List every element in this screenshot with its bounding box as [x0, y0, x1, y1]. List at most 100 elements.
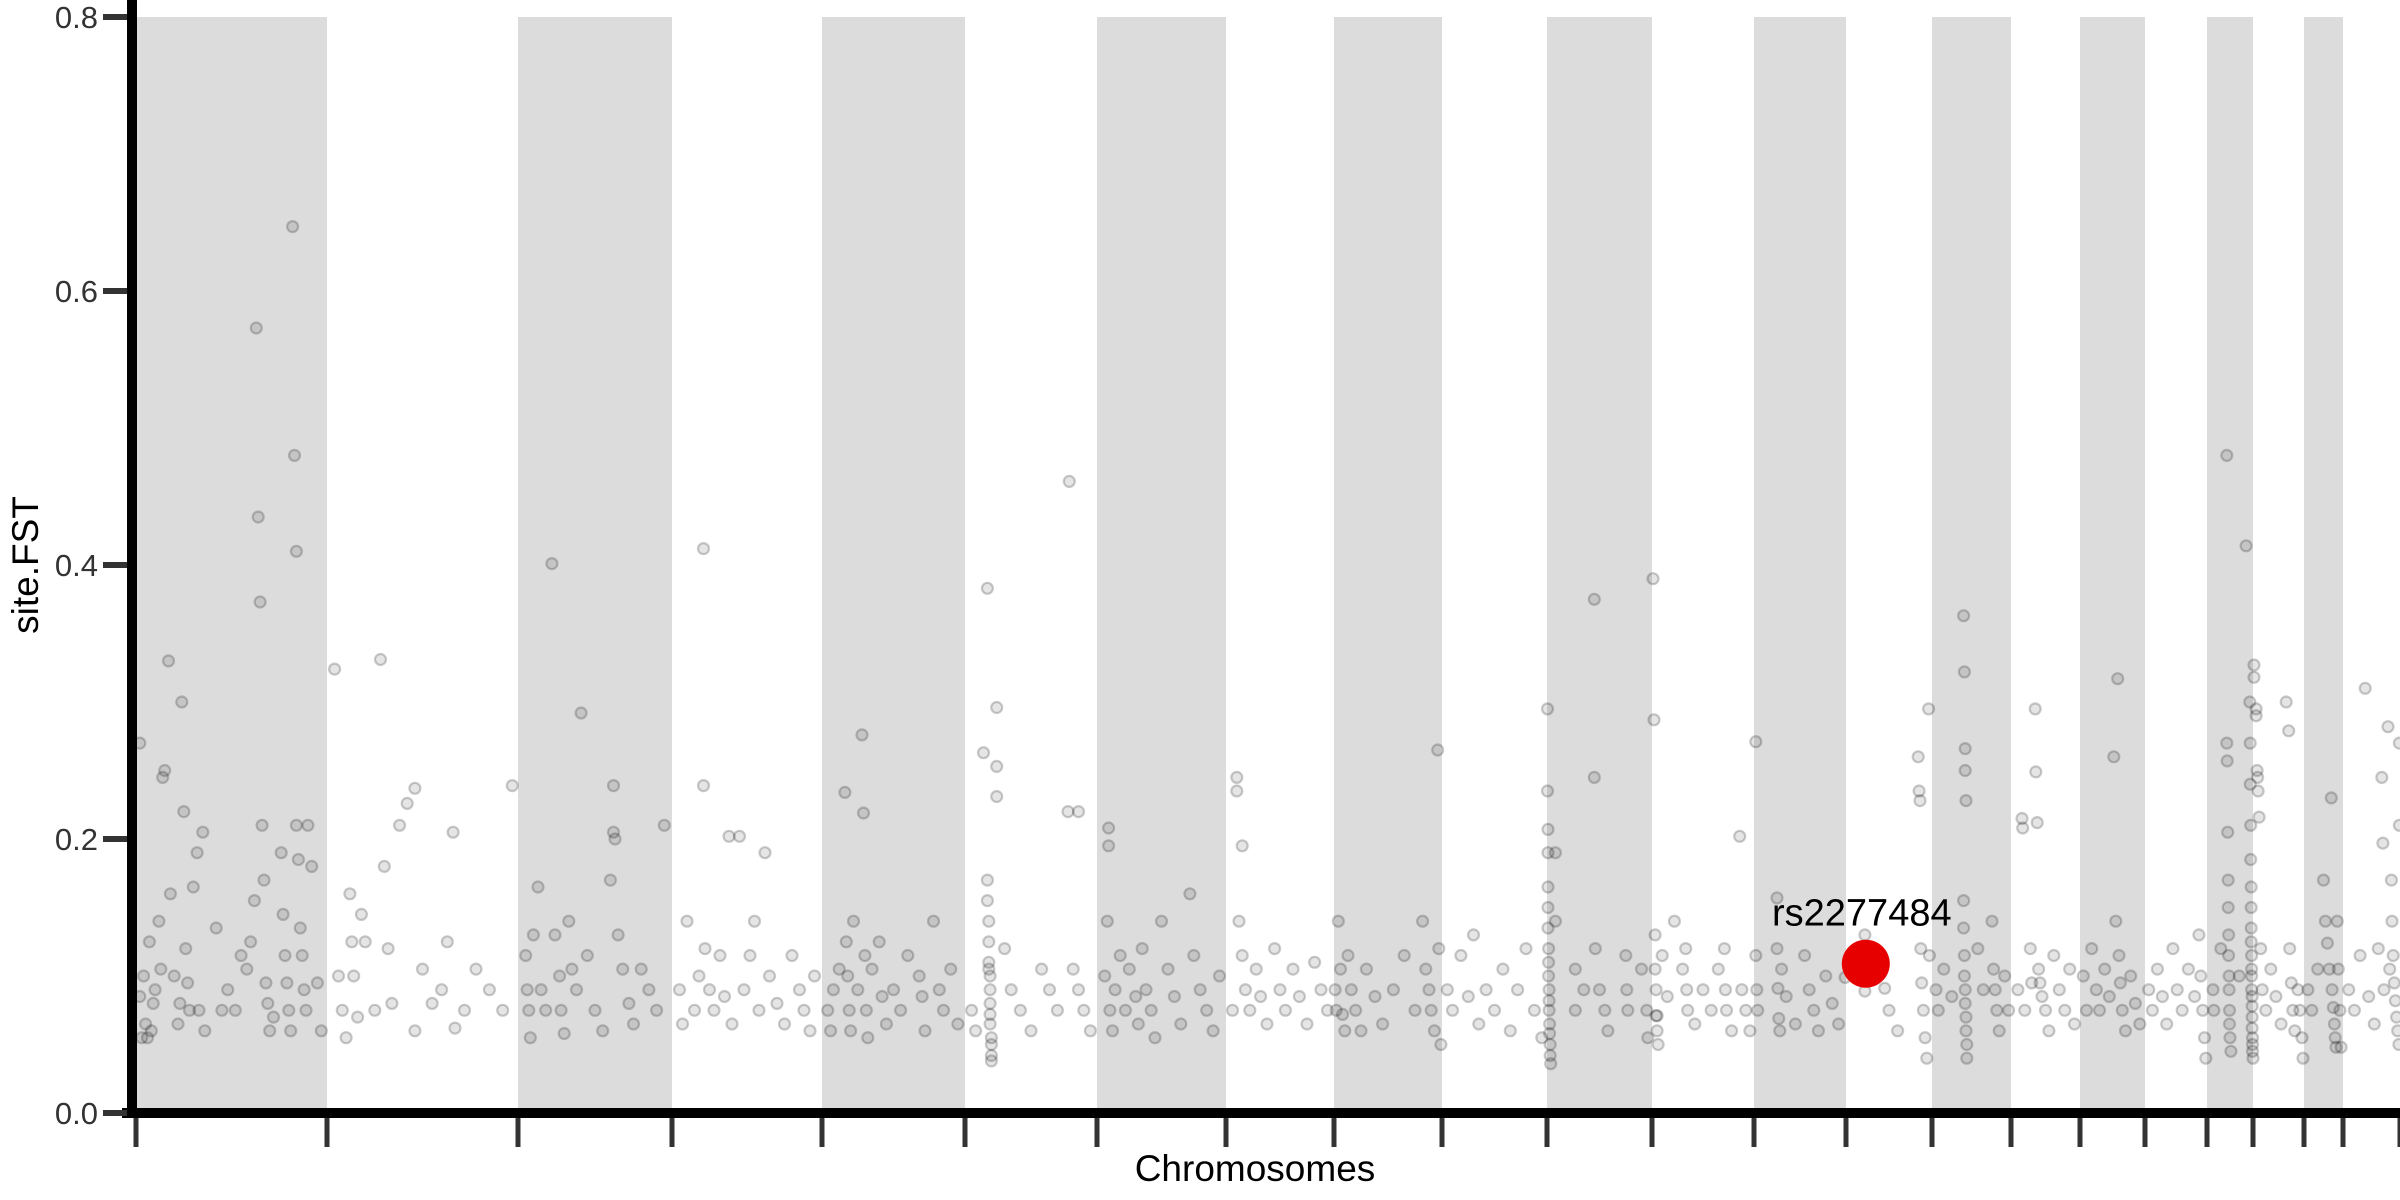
data-point	[856, 806, 871, 820]
data-point	[158, 763, 172, 778]
chromosome-band	[1547, 17, 1652, 1113]
data-point	[859, 1003, 873, 1017]
data-point	[696, 778, 711, 793]
data-point	[1588, 941, 1602, 956]
data-point	[1772, 1011, 1786, 1026]
data-point	[1770, 891, 1784, 905]
data-point	[1931, 1003, 1945, 1017]
data-point	[1667, 914, 1682, 928]
data-point	[2030, 815, 2044, 830]
chromosome-band	[2207, 17, 2253, 1113]
data-point	[926, 914, 941, 928]
data-point	[286, 220, 300, 234]
data-point	[1024, 1024, 1038, 1038]
chromosome-band	[136, 17, 327, 1113]
data-point	[1541, 880, 1555, 894]
data-point	[1544, 1057, 1558, 1071]
data-point	[1882, 1003, 1896, 1017]
data-point	[2381, 720, 2395, 734]
data-point	[1990, 1003, 2004, 1017]
data-point	[440, 935, 454, 949]
data-point	[2113, 976, 2127, 990]
data-point	[1797, 948, 1812, 963]
data-point	[2207, 1003, 2221, 1017]
data-point	[1375, 1017, 1390, 1031]
data-point	[752, 1003, 766, 1017]
data-points	[133, 220, 2400, 1071]
data-point	[596, 1024, 610, 1038]
data-point	[1424, 1003, 1438, 1017]
data-point	[137, 969, 151, 983]
data-point	[2214, 941, 2228, 956]
data-point	[1548, 914, 1563, 928]
data-point	[1956, 893, 1971, 908]
data-point	[1042, 983, 1057, 997]
data-point	[2376, 836, 2390, 850]
data-point	[1921, 702, 1936, 716]
data-point	[1445, 1003, 1460, 1017]
data-point	[2244, 921, 2258, 935]
data-point	[1167, 989, 1182, 1004]
data-point	[1724, 1024, 1739, 1038]
data-point	[2311, 962, 2325, 976]
data-point	[534, 983, 548, 997]
data-point	[408, 1024, 422, 1038]
data-point	[1619, 948, 1633, 963]
data-point	[696, 541, 711, 556]
data-point	[297, 983, 311, 997]
data-point	[984, 1048, 999, 1063]
data-point	[832, 962, 846, 976]
data-point	[2107, 750, 2121, 764]
data-point	[2330, 914, 2344, 928]
highlight-layer: rs2277484	[1772, 893, 1952, 988]
data-point	[2362, 989, 2376, 1004]
data-point	[1718, 983, 1733, 997]
data-point	[1660, 989, 1674, 1004]
data-point	[797, 1003, 811, 1017]
data-point	[1992, 1024, 2006, 1038]
data-point	[2092, 1003, 2107, 1017]
data-point	[1679, 941, 1693, 956]
data-point	[1922, 948, 1937, 963]
data-point	[496, 1003, 510, 1017]
data-point	[255, 818, 269, 832]
data-point	[1135, 941, 1149, 956]
data-point	[1193, 983, 1207, 997]
data-point	[358, 935, 372, 949]
data-point	[1344, 983, 1358, 997]
data-point	[2375, 770, 2389, 785]
data-point	[520, 983, 534, 997]
data-point	[557, 1026, 571, 1041]
data-point	[209, 921, 223, 935]
data-point	[611, 928, 625, 942]
data-point	[2383, 962, 2397, 976]
data-point	[855, 728, 869, 742]
data-point	[305, 859, 319, 874]
data-point	[1711, 962, 1725, 976]
data-point	[1071, 804, 1086, 819]
data-point	[912, 969, 926, 983]
data-point	[548, 928, 562, 942]
data-point	[2102, 989, 2116, 1004]
data-point	[1397, 948, 1411, 963]
data-point	[1956, 609, 1971, 623]
data-point	[1368, 989, 1382, 1004]
data-point	[990, 759, 1004, 774]
data-point	[968, 1024, 983, 1038]
data-point	[2175, 1003, 2189, 1017]
data-point	[179, 941, 193, 956]
data-point	[1422, 983, 1436, 997]
data-point	[1122, 962, 1136, 976]
data-point	[163, 887, 177, 901]
data-point	[1739, 1003, 1753, 1017]
data-point	[2111, 672, 2125, 686]
data-point	[295, 948, 309, 963]
data-point	[1749, 735, 1763, 749]
data-point	[2029, 765, 2043, 779]
data-point	[186, 880, 200, 894]
data-point	[215, 1003, 229, 1017]
data-point	[807, 969, 822, 983]
data-point	[161, 654, 176, 668]
data-point	[1071, 983, 1086, 997]
data-point	[156, 770, 170, 785]
